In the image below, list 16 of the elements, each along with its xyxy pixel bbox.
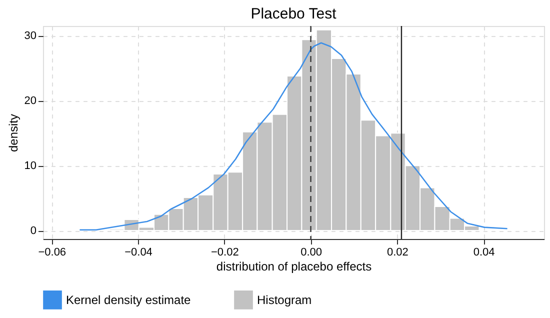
chart-title: Placebo Test [250,5,338,22]
x-tick-label: 0.02 [386,246,408,258]
line-series [79,42,508,231]
x-axis-title: distribution of placebo effects [216,260,372,274]
x-tick-label: −0.04 [124,246,152,258]
y-tick-label: 0 [30,225,36,238]
y-tick-label: 10 [24,160,36,172]
x-tick-label: −0.06 [38,246,66,258]
legend-label: Histogram [257,292,312,307]
y-axis-title: density [6,114,20,152]
legend-label: Kernel density estimate [66,292,192,307]
y-tick-label: 30 [24,30,36,42]
x-tick-label: 0.04 [473,246,495,258]
x-tick-label: 0.00 [300,246,322,258]
y-tick-label: 20 [24,95,36,108]
x-tick-label: −0.02 [210,246,239,258]
